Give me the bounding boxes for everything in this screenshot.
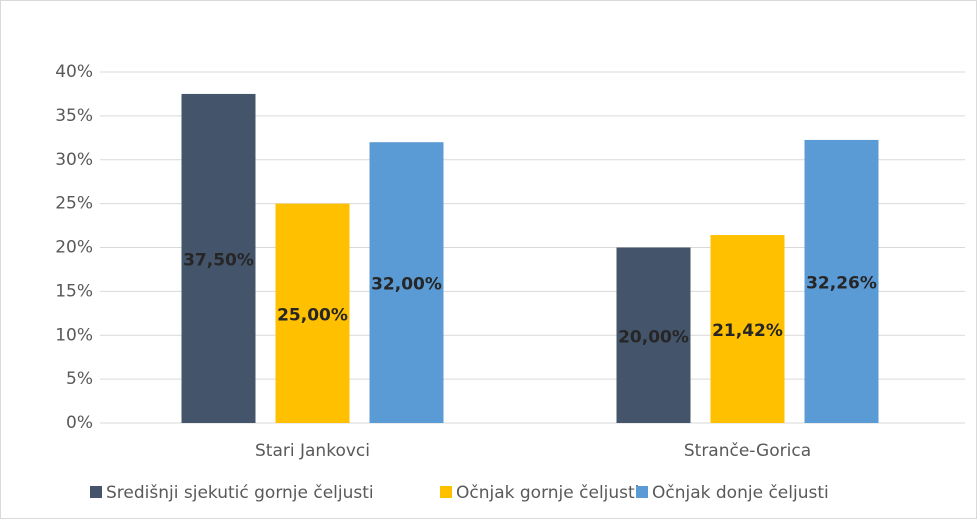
legend-swatch [440,486,452,498]
value-label: 32,26% [806,273,877,293]
y-tick-label: 20% [55,238,93,258]
value-label: 37,50% [183,250,254,270]
y-tick-label: 35% [55,106,93,126]
value-label: 21,42% [712,321,783,341]
x-tick-label: Stari Jankovci [255,441,370,461]
y-tick-label: 40% [55,62,93,82]
bar [616,247,691,423]
bar [181,93,256,423]
bar [275,203,350,423]
value-label: 32,00% [371,275,442,295]
y-tick-label: 10% [55,325,93,345]
y-tick-label: 30% [55,150,93,170]
value-label: 20,00% [618,327,689,347]
y-tick-label: 25% [55,194,93,214]
y-tick-label: 5% [66,369,93,389]
x-tick-label: Stranče-Gorica [684,441,811,461]
legend-label: Očnjak donje čeljusti [652,483,829,503]
legend-label: Očnjak gornje čeljusti [456,483,639,503]
legend-label: Središnji sjekutić gornje čeljusti [106,483,374,503]
y-tick-label: 0% [66,413,93,433]
bar [369,142,444,423]
y-tick-label: 15% [55,281,93,301]
bar [710,235,785,423]
bar [804,139,879,423]
legend-swatch [90,486,102,498]
value-label: 25,00% [277,305,348,325]
legend-swatch [636,486,648,498]
